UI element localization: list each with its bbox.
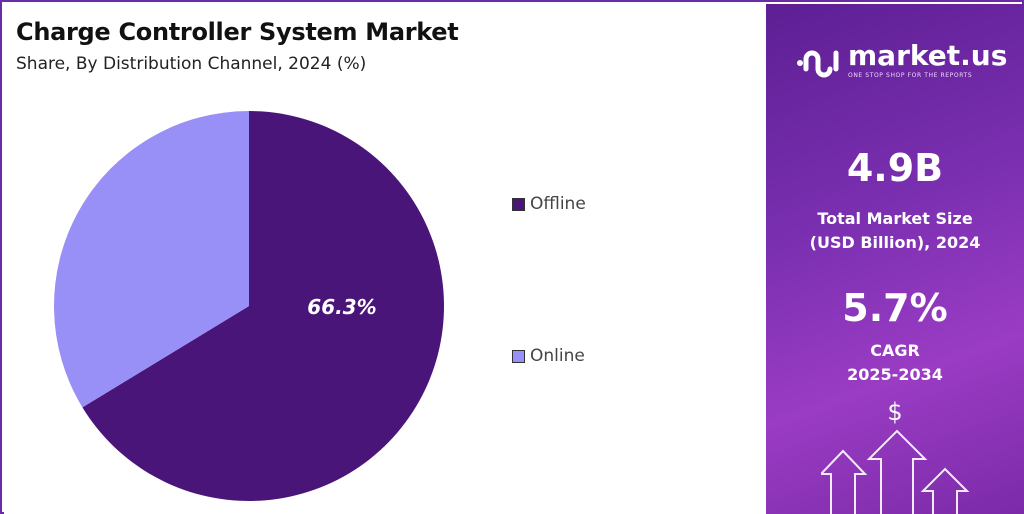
data-label-offline: 66.3%	[307, 295, 376, 319]
summary-sidebar: market.us ONE STOP SHOP FOR THE REPORTS …	[766, 4, 1024, 514]
brand-tagline: ONE STOP SHOP FOR THE REPORTS	[848, 72, 973, 79]
pie-slice-online	[53, 111, 249, 408]
growth-arrows-icon	[821, 429, 970, 514]
pie-chart: 66.3%	[53, 111, 445, 502]
legend-label-online: Online	[530, 346, 585, 366]
legend-item-online: Online	[512, 346, 585, 366]
brand-name: market.us	[848, 39, 1008, 72]
brand-logo: market.us ONE STOP SHOP FOR THE REPORTS	[796, 42, 1007, 79]
legend-swatch-online	[512, 349, 525, 363]
chart-panel: Charge Controller System Market Share, B…	[4, 4, 766, 514]
legend-swatch-offline	[512, 197, 525, 211]
market-us-logo-icon	[797, 50, 839, 77]
legend-label-offline: Offline	[530, 194, 586, 214]
dollar-symbol: $	[887, 398, 903, 426]
chart-title: Charge Controller System Market	[16, 18, 459, 46]
market-size-label-1: Total Market Size	[817, 209, 973, 228]
legend-item-offline: Offline	[512, 194, 586, 214]
cagr-value: 5.7%	[842, 286, 948, 330]
cagr-label: CAGR	[870, 341, 920, 360]
market-size-label-2: (USD Billion), 2024	[809, 233, 981, 252]
chart-subtitle: Share, By Distribution Channel, 2024 (%)	[16, 54, 367, 74]
pie-slice-offline	[82, 111, 445, 502]
market-size-value: 4.9B	[846, 146, 944, 190]
cagr-period: 2025-2034	[847, 365, 943, 384]
